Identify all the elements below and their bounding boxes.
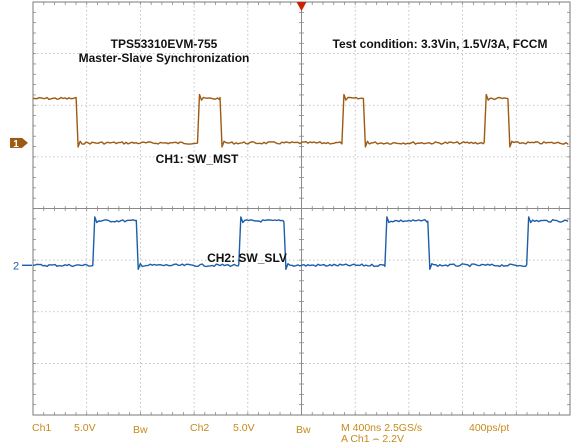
- waveform-traces: [32, 93, 569, 270]
- record-length-readout: 400ps/pt: [469, 422, 509, 434]
- graticule: [32, 1, 571, 416]
- ch2-ground-marker-label: 2: [13, 260, 19, 272]
- ch1-bandwidth-badge: Bw: [133, 424, 148, 436]
- chart-title: TPS53310EVM-755: [111, 37, 218, 51]
- ch2-bandwidth-badge: Bw: [296, 424, 311, 436]
- ch2-scale: 5.0V: [233, 422, 255, 434]
- trace-1: [32, 93, 569, 148]
- ch1-ground-marker: [10, 137, 22, 148]
- ch1-ground-marker-label: 1: [13, 139, 19, 150]
- ch2-trace-label: CH2: SW_SLV: [207, 251, 287, 265]
- channel-markers: 12: [10, 137, 32, 272]
- test-condition-label: Test condition: 3.3Vin, 1.5V/3A, FCCM: [333, 37, 548, 51]
- ch1-trace-label: CH1: SW_MST: [156, 152, 239, 166]
- ch1-ground-arrow: [22, 137, 28, 148]
- ch1-scale: 5.0V: [74, 422, 96, 434]
- trigger-readout: A Ch1 ⌢ 2.2V: [341, 433, 404, 443]
- status-bar: Ch1 5.0V Bw Ch2 5.0V Bw M 400ns 2.5GS/s …: [32, 422, 509, 443]
- chart-subtitle: Master-Slave Synchronization: [79, 51, 250, 65]
- trace-2: [32, 216, 569, 270]
- timebase-readout: M 400ns 2.5GS/s: [341, 422, 422, 434]
- ch1-label: Ch1: [32, 422, 51, 434]
- ch2-label: Ch2: [190, 422, 209, 434]
- trigger-position-marker: [296, 2, 307, 11]
